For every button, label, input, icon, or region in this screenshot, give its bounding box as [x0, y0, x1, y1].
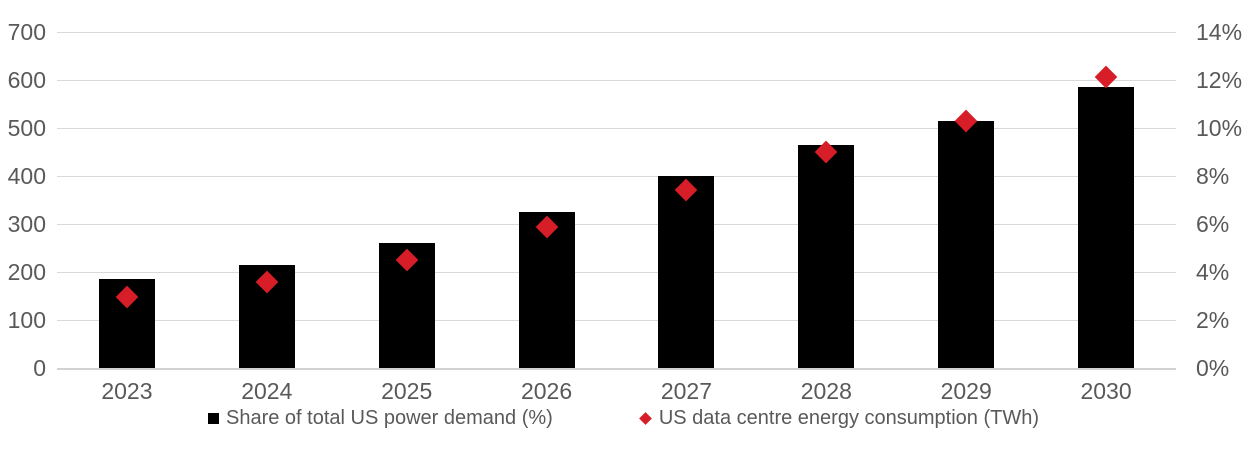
bar-2029	[938, 120, 995, 368]
legend-label-power-demand-share: Share of total US power demand (%)	[226, 407, 553, 429]
x-axis-label-2028: 2028	[800, 378, 852, 404]
x-axis: 2023 2024 2025 2026 2027 2028 2029 2030	[57, 377, 1176, 405]
gridline	[57, 32, 1176, 33]
gridline	[57, 272, 1176, 273]
left-axis-tick: 700	[7, 19, 46, 45]
x-axis-label-2029: 2029	[940, 378, 992, 404]
plot-area	[57, 32, 1176, 370]
point-2030	[1094, 65, 1118, 88]
left-axis-tick: 400	[7, 163, 46, 189]
gridline	[57, 176, 1176, 177]
x-axis-label-2024: 2024	[241, 378, 293, 404]
bar-2027	[658, 176, 715, 368]
gridline	[57, 128, 1176, 129]
bar-2028	[798, 144, 855, 368]
right-axis: 14% 12% 10% 8% 6% 4% 2% 0%	[1196, 19, 1247, 381]
right-axis-tick: 4%	[1196, 259, 1230, 285]
left-axis-tick: 500	[7, 115, 46, 141]
gridline	[57, 224, 1176, 225]
x-axis-label-2025: 2025	[381, 378, 433, 404]
left-axis-tick: 600	[7, 67, 46, 93]
gridline	[57, 320, 1176, 321]
legend: Share of total US power demand (%) US da…	[0, 407, 1247, 430]
x-axis-label-2027: 2027	[660, 378, 713, 404]
bar-2030	[1078, 87, 1135, 368]
left-axis: 700 600 500 400 300 200 100 0	[0, 19, 46, 381]
legend-item-power-demand-share: Share of total US power demand (%)	[208, 407, 553, 430]
left-axis-tick: 200	[7, 259, 46, 285]
right-axis-tick: 12%	[1196, 67, 1243, 93]
x-axis-label-2026: 2026	[520, 378, 573, 404]
left-axis-tick: 300	[7, 211, 46, 237]
right-axis-tick: 2%	[1196, 307, 1230, 333]
left-axis-tick: 100	[7, 307, 46, 333]
red-diamond-marker-icon	[638, 412, 652, 425]
gridline	[57, 80, 1176, 81]
x-axis-label-2023: 2023	[101, 378, 153, 404]
legend-item-energy-consumption: US data centre energy consumption (TWh)	[638, 407, 1039, 430]
black-square-marker-icon	[208, 413, 219, 424]
legend-label-energy-consumption: US data centre energy consumption (TWh)	[658, 407, 1039, 429]
right-axis-tick: 14%	[1196, 19, 1243, 45]
gridline	[57, 368, 1176, 370]
right-axis-tick: 10%	[1196, 115, 1243, 141]
right-axis-tick: 8%	[1196, 163, 1230, 189]
x-axis-label-2030: 2030	[1080, 378, 1132, 404]
right-axis-tick: 0%	[1196, 355, 1230, 381]
left-axis-tick: 0	[33, 355, 46, 381]
right-axis-tick: 6%	[1196, 211, 1230, 237]
